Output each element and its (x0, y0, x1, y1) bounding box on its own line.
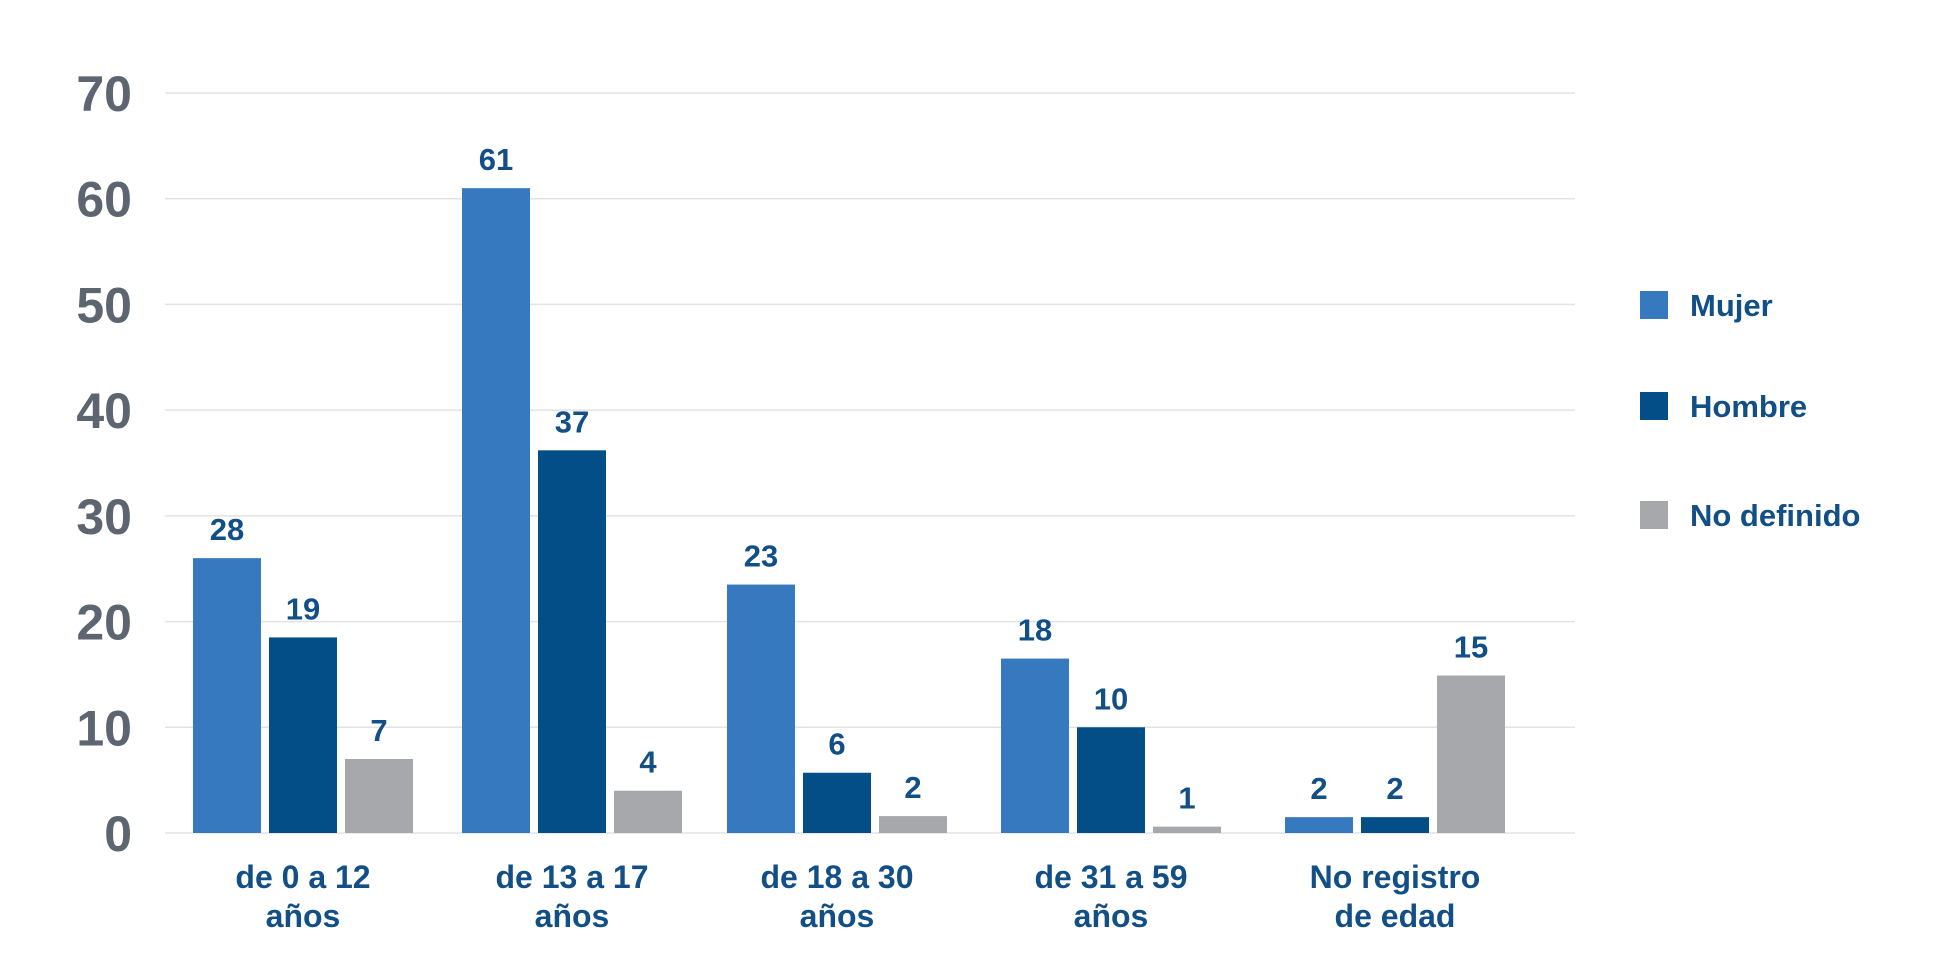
y-tick-label-10: 10 (76, 700, 132, 756)
data-label-no-definido-0: 7 (370, 713, 387, 748)
data-labels-layer: 28 19 7 61 37 4 23 6 2 18 10 1 2 2 15 (210, 142, 1488, 816)
x-tick-label-1-line-1: años (535, 898, 610, 934)
legend-swatch-mujer (1640, 291, 1668, 319)
bar-hombre-1 (538, 450, 606, 833)
bar-no-definido-4 (1437, 675, 1505, 833)
data-label-mujer-4: 2 (1310, 771, 1327, 806)
x-tick-label-2-line-1: años (800, 898, 875, 934)
bar-mujer-2 (727, 584, 795, 833)
bar-no-definido-2 (879, 816, 947, 833)
bar-mujer-1 (462, 188, 530, 834)
data-label-no-definido-4: 15 (1454, 629, 1488, 664)
x-tick-label-1-line-0: de 13 a 17 (496, 859, 649, 895)
bar-no-definido-3 (1153, 826, 1221, 833)
x-tick-label-3-line-1: años (1074, 898, 1149, 934)
data-label-hombre-0: 19 (286, 591, 320, 626)
y-tick-label-30: 30 (76, 489, 132, 545)
x-tick-label-0-line-1: años (266, 898, 341, 934)
data-label-no-definido-3: 1 (1178, 781, 1195, 816)
bar-hombre-4 (1361, 817, 1429, 833)
y-tick-label-0: 0 (104, 806, 132, 862)
x-tick-label-0-line-0: de 0 a 12 (235, 859, 370, 895)
bar-hombre-3 (1077, 727, 1145, 833)
x-tick-label-4-line-0: No registro (1310, 859, 1481, 895)
y-tick-label-60: 60 (76, 172, 132, 228)
grid-layer (165, 92, 1575, 834)
legend-label-hombre: Hombre (1690, 389, 1807, 424)
legend-swatch-hombre (1640, 392, 1668, 420)
bars-layer (193, 188, 1505, 834)
data-label-mujer-1: 61 (479, 142, 513, 177)
bar-hombre-0 (269, 637, 337, 833)
bar-no-definido-1 (614, 790, 682, 833)
legend: Mujer Hombre No definido (1640, 288, 1860, 533)
data-label-mujer-0: 28 (210, 512, 244, 547)
bar-mujer-0 (193, 558, 261, 833)
legend-label-no-definido: No definido (1690, 498, 1860, 533)
data-label-hombre-2: 6 (828, 727, 845, 762)
y-tick-label-20: 20 (76, 595, 132, 651)
legend-label-mujer: Mujer (1690, 288, 1773, 323)
data-label-mujer-2: 23 (744, 539, 778, 574)
bar-mujer-3 (1001, 658, 1069, 833)
bar-hombre-2 (803, 772, 871, 833)
data-label-mujer-3: 18 (1018, 613, 1052, 648)
data-label-no-definido-2: 2 (904, 770, 921, 805)
x-tick-label-2-line-0: de 18 a 30 (761, 859, 914, 895)
y-axis: 0 10 20 30 40 50 60 70 (76, 66, 132, 862)
bar-no-definido-0 (345, 759, 413, 833)
y-tick-label-40: 40 (76, 383, 132, 439)
bar-mujer-4 (1285, 817, 1353, 833)
x-tick-label-3-line-0: de 31 a 59 (1035, 859, 1188, 895)
data-label-hombre-1: 37 (555, 404, 589, 439)
data-label-no-definido-1: 4 (639, 745, 657, 780)
data-label-hombre-4: 2 (1386, 771, 1403, 806)
y-tick-label-70: 70 (76, 66, 132, 122)
x-tick-label-4-line-1: de edad (1335, 898, 1456, 934)
legend-swatch-no-definido (1640, 501, 1668, 529)
data-label-hombre-3: 10 (1094, 681, 1128, 716)
y-tick-label-50: 50 (76, 277, 132, 333)
